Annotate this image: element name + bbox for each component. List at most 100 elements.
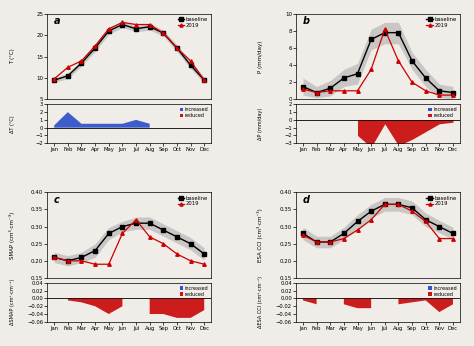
baseline — [368, 37, 374, 42]
Line: 2019: 2019 — [301, 203, 455, 244]
Legend: baseline, 2019: baseline, 2019 — [177, 17, 209, 28]
baseline — [328, 240, 333, 244]
2019 — [201, 78, 207, 82]
Y-axis label: ESA CCI (cm³·cm⁻³): ESA CCI (cm³·cm⁻³) — [257, 208, 264, 262]
baseline — [147, 25, 153, 29]
2019 — [161, 242, 166, 246]
2019 — [79, 59, 84, 63]
baseline — [437, 89, 442, 93]
Y-axis label: SMAP (cm³·cm⁻³): SMAP (cm³·cm⁻³) — [9, 211, 15, 259]
baseline — [341, 231, 346, 236]
baseline — [174, 235, 180, 239]
baseline — [106, 29, 111, 33]
2019 — [341, 237, 346, 241]
baseline — [133, 27, 139, 31]
baseline — [314, 240, 319, 244]
2019 — [133, 218, 139, 222]
baseline — [355, 219, 360, 224]
Text: a: a — [54, 16, 61, 26]
2019 — [437, 237, 442, 241]
2019 — [65, 259, 71, 263]
baseline — [396, 30, 401, 35]
2019 — [437, 93, 442, 97]
baseline — [423, 76, 428, 80]
Text: c: c — [54, 195, 60, 205]
Line: 2019: 2019 — [53, 218, 206, 266]
2019 — [368, 218, 374, 222]
2019 — [92, 262, 98, 266]
Line: baseline: baseline — [301, 31, 455, 94]
baseline — [92, 46, 98, 50]
2019 — [51, 255, 57, 260]
2019 — [314, 240, 319, 244]
baseline — [341, 76, 346, 80]
baseline — [161, 228, 166, 232]
2019 — [174, 252, 180, 256]
2019 — [382, 202, 388, 207]
2019 — [119, 231, 125, 236]
baseline — [147, 221, 153, 225]
2019 — [201, 262, 207, 266]
Text: b: b — [303, 16, 310, 26]
2019 — [161, 31, 166, 35]
baseline — [437, 225, 442, 229]
2019 — [65, 65, 71, 70]
baseline — [65, 74, 71, 78]
2019 — [147, 235, 153, 239]
Legend: baseline, 2019: baseline, 2019 — [426, 17, 457, 28]
Y-axis label: ΔT (°C): ΔT (°C) — [9, 115, 15, 133]
baseline — [174, 46, 180, 50]
2019 — [300, 233, 306, 237]
2019 — [106, 27, 111, 31]
2019 — [188, 59, 193, 63]
baseline — [51, 255, 57, 260]
baseline — [161, 31, 166, 35]
2019 — [147, 22, 153, 27]
baseline — [409, 206, 415, 210]
Text: d: d — [303, 195, 310, 205]
baseline — [382, 202, 388, 207]
2019 — [450, 93, 456, 97]
Line: 2019: 2019 — [301, 27, 455, 97]
baseline — [368, 209, 374, 213]
2019 — [79, 259, 84, 263]
2019 — [314, 90, 319, 94]
baseline — [396, 202, 401, 207]
baseline — [79, 61, 84, 65]
Y-axis label: P (mm/day): P (mm/day) — [258, 40, 264, 73]
2019 — [409, 209, 415, 213]
Y-axis label: T (°C): T (°C) — [9, 49, 15, 64]
Y-axis label: ΔESA CCI (cm³·cm⁻³): ΔESA CCI (cm³·cm⁻³) — [258, 276, 264, 328]
Line: baseline: baseline — [53, 23, 206, 82]
Line: 2019: 2019 — [53, 21, 206, 82]
2019 — [328, 89, 333, 93]
baseline — [133, 221, 139, 225]
2019 — [368, 67, 374, 72]
Legend: baseline, 2019: baseline, 2019 — [426, 195, 457, 207]
Y-axis label: ΔSMAP (cm³·cm⁻³): ΔSMAP (cm³·cm⁻³) — [9, 279, 15, 326]
2019 — [92, 44, 98, 48]
2019 — [396, 59, 401, 63]
baseline — [423, 218, 428, 222]
baseline — [188, 242, 193, 246]
baseline — [328, 86, 333, 90]
baseline — [300, 84, 306, 89]
2019 — [188, 259, 193, 263]
Line: baseline: baseline — [53, 221, 206, 263]
baseline — [79, 255, 84, 260]
2019 — [133, 22, 139, 27]
baseline — [314, 90, 319, 94]
2019 — [396, 202, 401, 207]
2019 — [423, 89, 428, 93]
2019 — [355, 89, 360, 93]
baseline — [119, 22, 125, 27]
Y-axis label: ΔP (mm/day): ΔP (mm/day) — [258, 108, 264, 140]
baseline — [106, 231, 111, 236]
baseline — [409, 59, 415, 63]
baseline — [355, 72, 360, 76]
baseline — [201, 78, 207, 82]
2019 — [450, 237, 456, 241]
Legend: increased, reduced: increased, reduced — [428, 107, 457, 118]
2019 — [119, 20, 125, 25]
Legend: increased, reduced: increased, reduced — [179, 107, 209, 118]
